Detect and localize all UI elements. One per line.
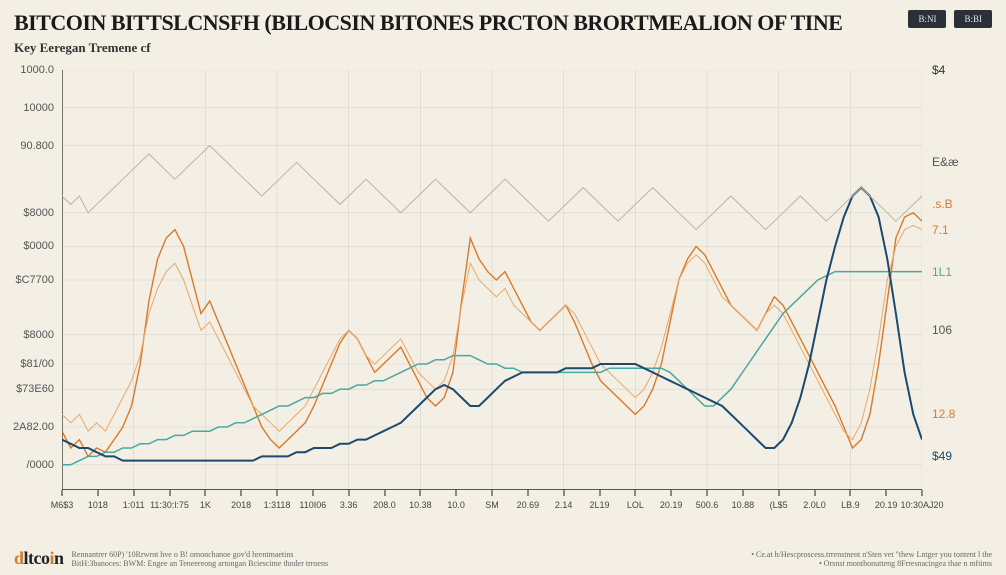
y-tick-label: $8000 [0, 207, 54, 219]
chart-title: Bitcoin Bittslcnsfh (Bilocsin Bitones pr… [14, 10, 842, 36]
x-tick-label: SM [485, 500, 499, 510]
right-value-label: 12.8 [932, 407, 955, 421]
x-tick-label: 10.0 [447, 500, 465, 510]
right-value-label: $49 [932, 449, 952, 463]
y-tick-label: $73E60 [0, 383, 54, 395]
right-value-label: 1L1 [932, 265, 952, 279]
x-tick-label: 208.0 [373, 500, 396, 510]
y-tick-label: $81/00 [0, 358, 54, 370]
x-tick-label: 1:011 [123, 500, 145, 510]
footer-right-line2: • Orsnst monthonutteng 8Frresnacingea th… [751, 559, 992, 569]
chart-area [62, 70, 922, 490]
x-tick-label: 20.19 [875, 500, 898, 510]
footer-right-text: • Ce.at h/Hescproscess.trrenstnent n'Ste… [751, 550, 992, 569]
right-value-label: E&æ [932, 155, 959, 169]
btn-2[interactable]: B:BI [954, 10, 992, 28]
x-tick-label: (L$5 [770, 500, 788, 510]
x-tick-label: 1:3118 [264, 500, 291, 510]
x-tick-label: 3.36 [340, 500, 358, 510]
x-tick-label: 2.0L0 [803, 500, 826, 510]
plot-svg [62, 70, 922, 490]
right-value-label: 106 [932, 323, 952, 337]
y-tick-label: $C7700 [0, 274, 54, 286]
x-tick-label: 2L19 [589, 500, 609, 510]
x-tick-label: 10.38 [409, 500, 432, 510]
x-tick-label: 20.69 [517, 500, 540, 510]
header: Bitcoin Bittslcnsfh (Bilocsin Bitones pr… [14, 10, 992, 36]
x-tick-label: 10:30AJ20 [900, 500, 943, 510]
chart-subtitle: Key Eeregan Tremene cf [14, 40, 151, 56]
footer-right-line1: • Ce.at h/Hescproscess.trrenstnent n'Ste… [751, 550, 992, 560]
x-tick-label: LB.9 [841, 500, 860, 510]
y-tick-label: 2A82.00 [0, 421, 54, 433]
right-value-labels: $4E&æ.s.B7.11L110612.8$49 [932, 70, 1002, 490]
btn-1[interactable]: B:NI [908, 10, 946, 28]
right-value-label: .s.B [932, 197, 953, 211]
y-tick-label: 10000 [0, 102, 54, 114]
y-tick-label: 1000.0 [0, 64, 54, 76]
header-buttons: B:NI B:BI [908, 10, 992, 28]
y-axis: 1000.01000090.800$8000$0000$C7700$8000$8… [0, 70, 60, 490]
x-tick-label: 110I06 [299, 500, 326, 510]
footer-left: dltcoin Rennantrer 60P) '10Rrwrnt hve o … [14, 548, 328, 569]
footer-left-line1: Rennantrer 60P) '10Rrwrnt hve o B! omonc… [72, 550, 329, 560]
x-axis: M6$310181:01111:30:l:751K20181:3118110I0… [62, 490, 922, 520]
x-tick-label: 10.88 [732, 500, 755, 510]
x-tick-label: LOL [627, 500, 644, 510]
x-tick-label: 2018 [231, 500, 251, 510]
y-tick-label: /0000 [0, 459, 54, 471]
y-tick-label: 90.800 [0, 140, 54, 152]
y-tick-label: $8000 [0, 329, 54, 341]
x-tick-label: 20.19 [660, 500, 683, 510]
x-tick-label: 2.14 [555, 500, 573, 510]
logo: dltcoin [14, 548, 64, 569]
footer: dltcoin Rennantrer 60P) '10Rrwrnt hve o … [14, 548, 992, 569]
x-tick-label: 1K [200, 500, 211, 510]
footer-left-text: Rennantrer 60P) '10Rrwrnt hve o B! omonc… [72, 550, 329, 569]
x-tick-label: M6$3 [51, 500, 74, 510]
right-value-label: 7.1 [932, 223, 949, 237]
x-tick-label: 500.6 [696, 500, 719, 510]
footer-left-line2: BitH:3banoces: BWM: Engee an Teneereong … [72, 559, 329, 569]
x-tick-label: 1018 [88, 500, 108, 510]
x-tick-label: 11:30:l:75 [150, 500, 189, 510]
right-value-label: $4 [932, 63, 945, 77]
y-tick-label: $0000 [0, 240, 54, 252]
